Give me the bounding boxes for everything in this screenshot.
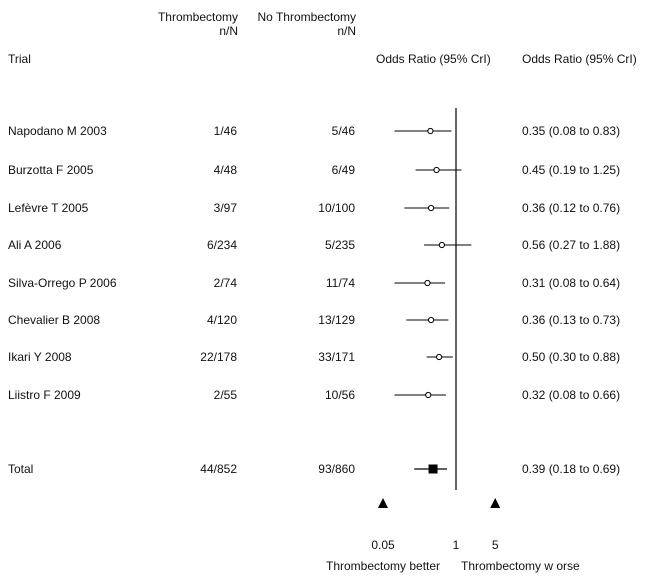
trial-row-8-name: Liistro F 2009 bbox=[8, 388, 81, 402]
thrombectomy-header-line2: n/N bbox=[219, 24, 238, 38]
odds-ratio-text-header: Odds Ratio (95% CrI) bbox=[522, 52, 637, 66]
trial-row-3-or-text: 0.36 (0.12 to 0.76) bbox=[522, 201, 621, 215]
trial-row-6-or-text: 0.36 (0.13 to 0.73) bbox=[522, 313, 621, 327]
trial-row-2-no-thrombectomy: 6/49 bbox=[331, 163, 355, 177]
trial-row-6-thrombectomy: 4/120 bbox=[206, 313, 237, 327]
total-row-or-text: 0.39 (0.18 to 0.69) bbox=[522, 462, 621, 476]
trial-row-1-no-thrombectomy: 5/46 bbox=[331, 124, 355, 138]
direction-label-left: Thrombectomy better bbox=[326, 559, 441, 573]
trial-row-7-no-thrombectomy: 33/171 bbox=[318, 350, 355, 364]
x-tick-label-3: 5 bbox=[491, 538, 499, 552]
trial-row-7-or-text: 0.50 (0.30 to 0.88) bbox=[522, 350, 621, 364]
point-estimate-1 bbox=[427, 127, 434, 135]
trial-row-3-name: Lefèvre T 2005 bbox=[8, 201, 89, 215]
total-row-name: Total bbox=[8, 462, 34, 476]
x-tick-label-1: 0.05 bbox=[371, 538, 395, 552]
point-estimate-3 bbox=[428, 204, 435, 212]
point-estimate-8 bbox=[425, 391, 432, 399]
point-estimate-7 bbox=[436, 353, 443, 361]
trial-row-4-or-text: 0.56 (0.27 to 1.88) bbox=[522, 238, 621, 252]
direction-label-right: Thrombectomy w orse bbox=[461, 559, 580, 573]
point-estimate-4 bbox=[438, 241, 445, 249]
axis-marker-right bbox=[490, 498, 501, 508]
trial-row-2-thrombectomy: 4/48 bbox=[213, 163, 237, 177]
thrombectomy-header-line1: Thrombectomy bbox=[157, 10, 238, 24]
no-thrombectomy-header: No Thrombectomy n/N bbox=[238, 10, 356, 38]
point-estimate-6 bbox=[428, 316, 435, 324]
total-row-no-thrombectomy: 93/860 bbox=[318, 462, 355, 476]
trial-header: Trial bbox=[8, 52, 31, 66]
x-tick-label-2: 1 bbox=[452, 538, 460, 552]
trial-row-4-no-thrombectomy: 5/235 bbox=[324, 238, 355, 252]
trial-row-8-thrombectomy: 2/55 bbox=[213, 388, 237, 402]
trial-row-6-name: Chevalier B 2008 bbox=[8, 313, 101, 327]
trial-row-4-name: Ali A 2006 bbox=[8, 238, 62, 252]
trial-row-1-name: Napodano M 2003 bbox=[8, 124, 107, 138]
trial-row-3-thrombectomy: 3/97 bbox=[213, 201, 237, 215]
trial-row-2-name: Burzotta F 2005 bbox=[8, 163, 94, 177]
trial-row-2-or-text: 0.45 (0.19 to 1.25) bbox=[522, 163, 621, 177]
trial-row-5-no-thrombectomy: 11/74 bbox=[325, 276, 355, 290]
thrombectomy-header: Thrombectomy n/N bbox=[140, 10, 238, 38]
trial-row-7-name: Ikari Y 2008 bbox=[8, 350, 72, 364]
trial-row-4-thrombectomy: 6/234 bbox=[206, 238, 237, 252]
trial-row-6-no-thrombectomy: 13/129 bbox=[318, 313, 355, 327]
total-point-estimate bbox=[428, 464, 438, 474]
trial-row-8-or-text: 0.32 (0.08 to 0.66) bbox=[522, 388, 621, 402]
trial-row-8-no-thrombectomy: 10/56 bbox=[324, 388, 355, 402]
no-thrombectomy-header-line2: n/N bbox=[337, 24, 356, 38]
trial-row-3-no-thrombectomy: 10/100 bbox=[318, 201, 355, 215]
point-estimate-5 bbox=[424, 279, 431, 287]
trial-row-5-or-text: 0.31 (0.08 to 0.64) bbox=[522, 276, 621, 290]
trial-row-7-thrombectomy: 22/178 bbox=[200, 350, 237, 364]
trial-row-1-thrombectomy: 1/46 bbox=[213, 124, 237, 138]
odds-ratio-plot-header: Odds Ratio (95% CrI) bbox=[376, 52, 491, 66]
total-row-thrombectomy: 44/852 bbox=[200, 462, 237, 476]
trial-row-1-or-text: 0.35 (0.08 to 0.83) bbox=[522, 124, 621, 138]
trial-row-5-name: Silva-Orrego P 2006 bbox=[8, 276, 117, 290]
trial-row-5-thrombectomy: 2/74 bbox=[213, 276, 237, 290]
axis-marker-left bbox=[378, 498, 388, 508]
point-estimate-2 bbox=[433, 166, 440, 174]
no-thrombectomy-header-line1: No Thrombectomy bbox=[257, 10, 356, 24]
